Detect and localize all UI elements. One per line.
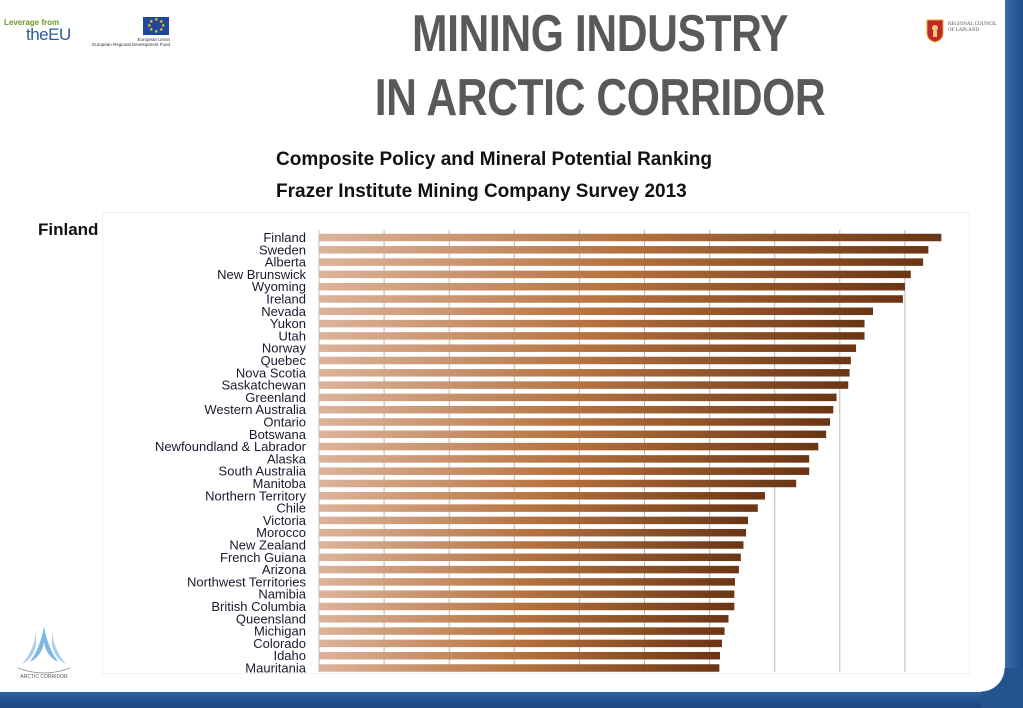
bar-nova-scotia	[319, 369, 850, 377]
category-label: Ontario	[263, 415, 306, 430]
category-label: Northwest Territories	[187, 574, 306, 589]
category-label: Alberta	[265, 255, 307, 270]
category-label: Sweden	[259, 242, 306, 257]
bar-idaho	[319, 651, 721, 660]
bar-chile	[319, 504, 758, 512]
category-label: Ireland	[266, 292, 306, 307]
council-line2: OF LAPLAND	[948, 28, 979, 33]
subtitle-line1: Composite Policy and Mineral Potential R…	[276, 149, 713, 170]
bar-mauritania	[319, 664, 720, 672]
bar-ontario	[319, 418, 831, 426]
bar-northern-territory	[319, 492, 765, 500]
the-eu-text: theEU	[26, 25, 71, 44]
bar-greenland	[319, 393, 837, 402]
leverage-eu-logo: Leverage from theEU	[4, 18, 74, 48]
category-label: New Brunswick	[217, 267, 306, 282]
arctic-corridor-logo-text: ARCTIC CORRIDOR	[20, 674, 68, 680]
bar-ireland	[319, 295, 903, 303]
category-label: Alaska	[267, 451, 307, 466]
category-label: Wyoming	[252, 279, 306, 294]
category-label: Utah	[279, 328, 306, 343]
category-label: Chile	[276, 501, 306, 516]
category-label: Newfoundland & Labrador	[155, 439, 307, 454]
category-label: Colorado	[253, 636, 306, 651]
category-label: Michigan	[254, 624, 306, 639]
category-label: Nova Scotia	[236, 365, 307, 380]
category-label: Northern Territory	[205, 488, 306, 503]
bar-colorado	[319, 639, 722, 648]
category-label: Botswana	[249, 427, 307, 442]
category-label: Yukon	[270, 316, 306, 331]
council-line1: REGIONAL COUNCIL	[948, 22, 997, 27]
category-label: South Australia	[219, 464, 307, 479]
title-line1: MINING INDUSTRY	[411, 5, 789, 63]
category-label: Nevada	[261, 304, 307, 319]
regional-council-logo-text: REGIONAL COUNCIL OF LAPLAND	[948, 22, 1008, 34]
eu-caption-line2: European Regional Development Fund	[92, 42, 170, 47]
bar-norway	[319, 344, 857, 352]
bar-wyoming	[319, 282, 905, 291]
category-label: Greenland	[245, 390, 306, 405]
category-label: Arizona	[262, 562, 307, 577]
bar-queensland	[319, 615, 729, 623]
category-label: Manitoba	[253, 476, 307, 491]
chart-subtitle: Composite Policy and Mineral Potential R…	[276, 144, 712, 208]
bar-new-zealand	[319, 541, 744, 549]
arctic-corridor-logo: ARCTIC CORRIDOR	[17, 626, 71, 680]
category-label: Western Australia	[204, 402, 306, 417]
finland-callout-label: Finland	[38, 220, 99, 239]
bar-alaska	[319, 455, 810, 463]
bar-nevada	[319, 307, 874, 316]
slide-frame-bottom	[0, 692, 1023, 708]
category-label: Queensland	[236, 611, 306, 626]
bar-saskatchewan	[319, 381, 849, 389]
eu-flag-icon: ★ ★ ★ ★ ★ ★ ★ ★	[143, 17, 169, 35]
bar-new-brunswick	[319, 270, 911, 279]
category-label: Namibia	[258, 587, 306, 602]
bar-arizona	[319, 565, 739, 574]
bar-western-australia	[319, 405, 834, 414]
title-line2: IN ARCTIC CORRIDOR	[374, 69, 826, 127]
bar-finland	[319, 233, 942, 242]
category-label: Victoria	[263, 513, 307, 528]
bar-michigan	[319, 627, 725, 635]
bar-victoria	[319, 516, 749, 525]
leverage-text: Leverage from	[4, 18, 60, 27]
bar-utah	[319, 332, 865, 340]
category-label: French Guiana	[220, 550, 307, 565]
category-label: Mauritania	[245, 661, 306, 675]
bar-botswana	[319, 430, 827, 439]
page-title: MINING INDUSTRY IN ARCTIC CORRIDOR	[354, 2, 846, 130]
category-label: Quebec	[260, 353, 306, 368]
category-label: Finland	[263, 230, 306, 245]
lapland-coat-of-arms-icon	[926, 19, 944, 43]
category-label: Morocco	[256, 525, 306, 540]
bar-sweden	[319, 246, 929, 254]
bar-northwest-territories	[319, 578, 735, 586]
category-label: Saskatchewan	[221, 378, 306, 393]
category-label: New Zealand	[229, 538, 306, 553]
bar-newfoundland-labrador	[319, 442, 819, 451]
eu-caption-line1: European Union	[137, 37, 170, 42]
bar-namibia	[319, 590, 735, 598]
slide-frame-right	[1005, 0, 1023, 708]
bar-manitoba	[319, 479, 797, 488]
subtitle-line2: Frazer Institute Mining Company Survey 2…	[276, 181, 687, 202]
eu-caption: European Union European Regional Develop…	[86, 37, 170, 47]
bar-quebec	[319, 356, 851, 365]
category-label: British Columbia	[211, 599, 306, 614]
bar-british-columbia	[319, 602, 735, 611]
bar-alberta	[319, 258, 924, 266]
category-label: Idaho	[273, 648, 306, 663]
bar-yukon	[319, 319, 865, 328]
category-label: Norway	[262, 341, 307, 356]
bar-south-australia	[319, 467, 810, 475]
bar-french-guiana	[319, 553, 741, 562]
bar-morocco	[319, 528, 747, 537]
slide-frame-corner-curve	[981, 668, 1005, 692]
